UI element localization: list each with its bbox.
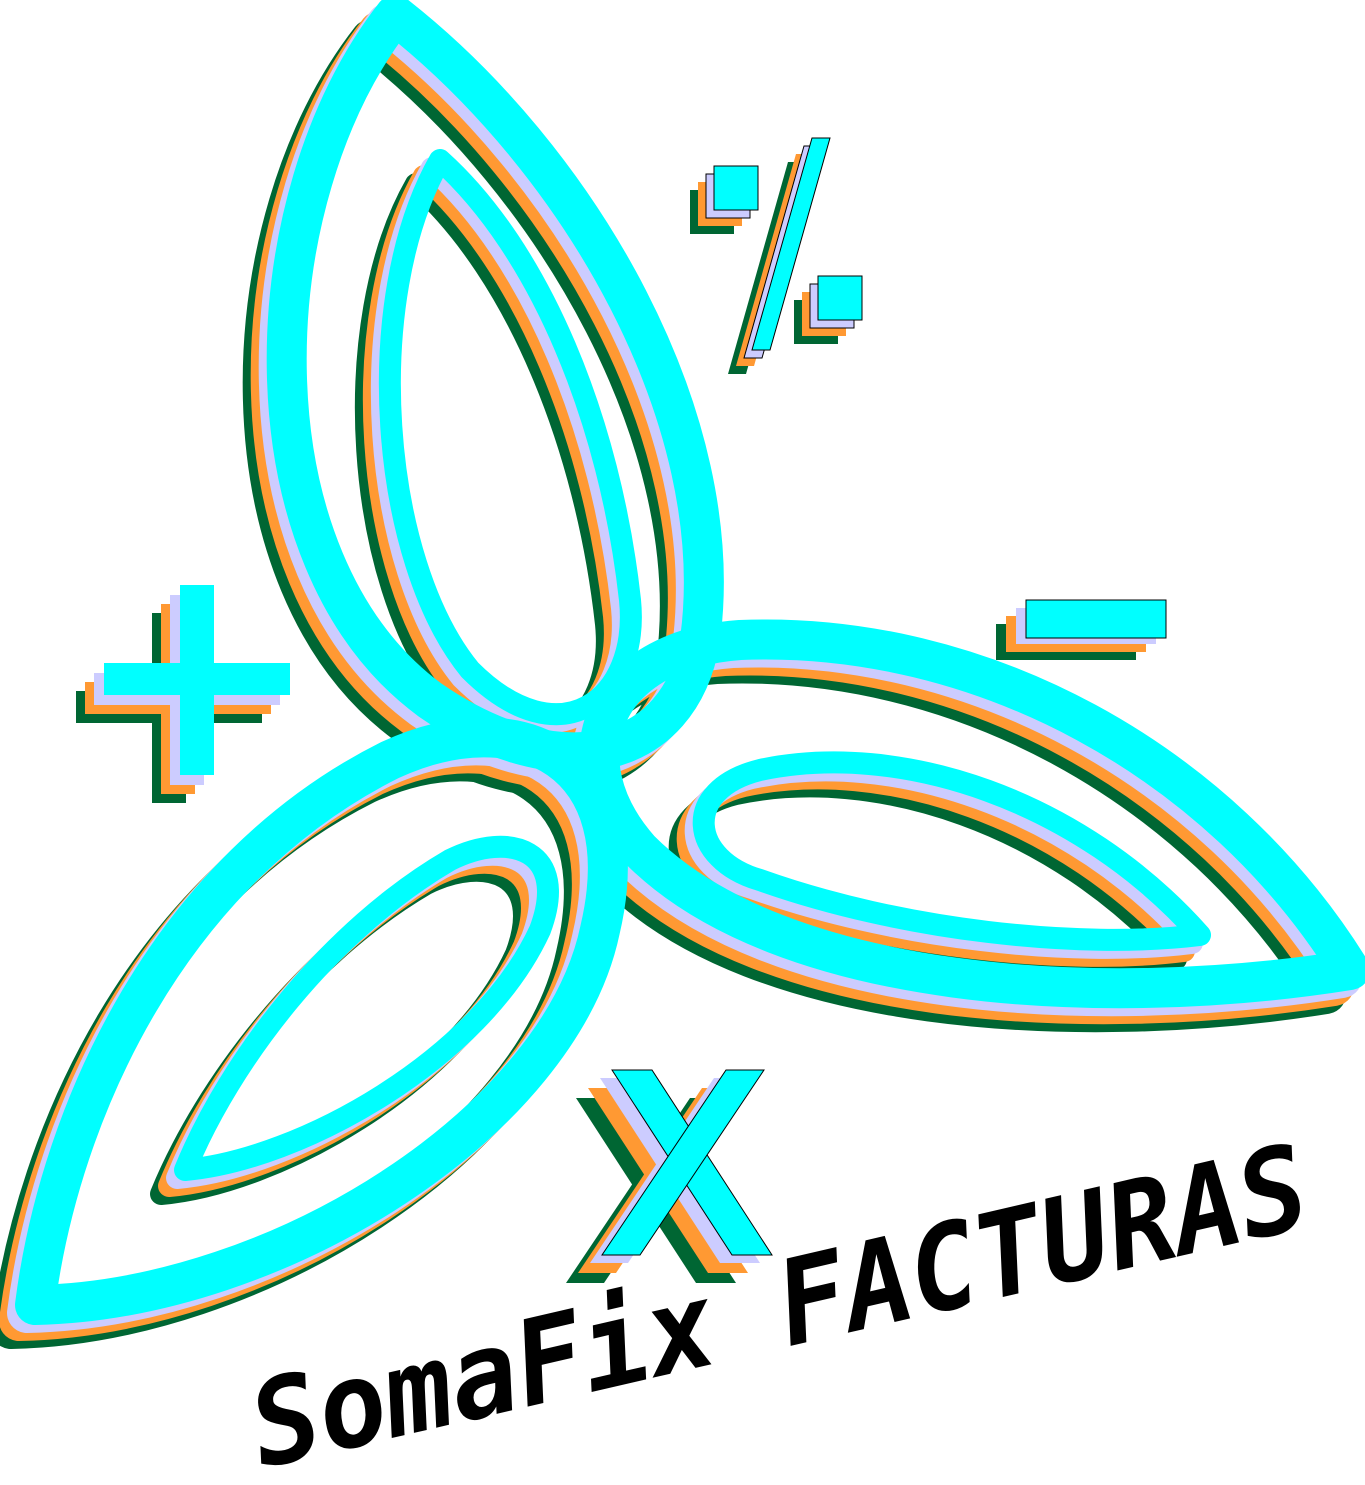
plus-icon <box>76 585 290 803</box>
times-icon <box>566 1069 773 1283</box>
minus-icon <box>996 599 1167 660</box>
percent-icon <box>690 137 863 374</box>
